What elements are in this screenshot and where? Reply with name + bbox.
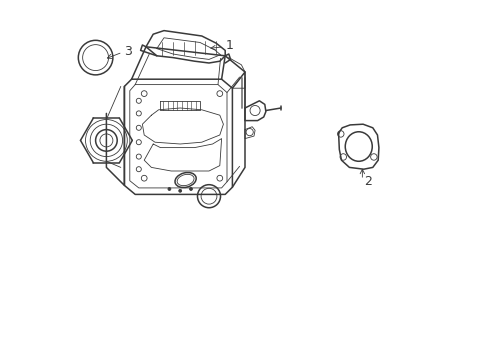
Circle shape <box>179 189 182 192</box>
Text: 3: 3 <box>124 45 132 58</box>
Circle shape <box>168 188 171 190</box>
Text: 2: 2 <box>364 175 372 188</box>
Text: 1: 1 <box>225 39 233 52</box>
Circle shape <box>190 188 193 190</box>
